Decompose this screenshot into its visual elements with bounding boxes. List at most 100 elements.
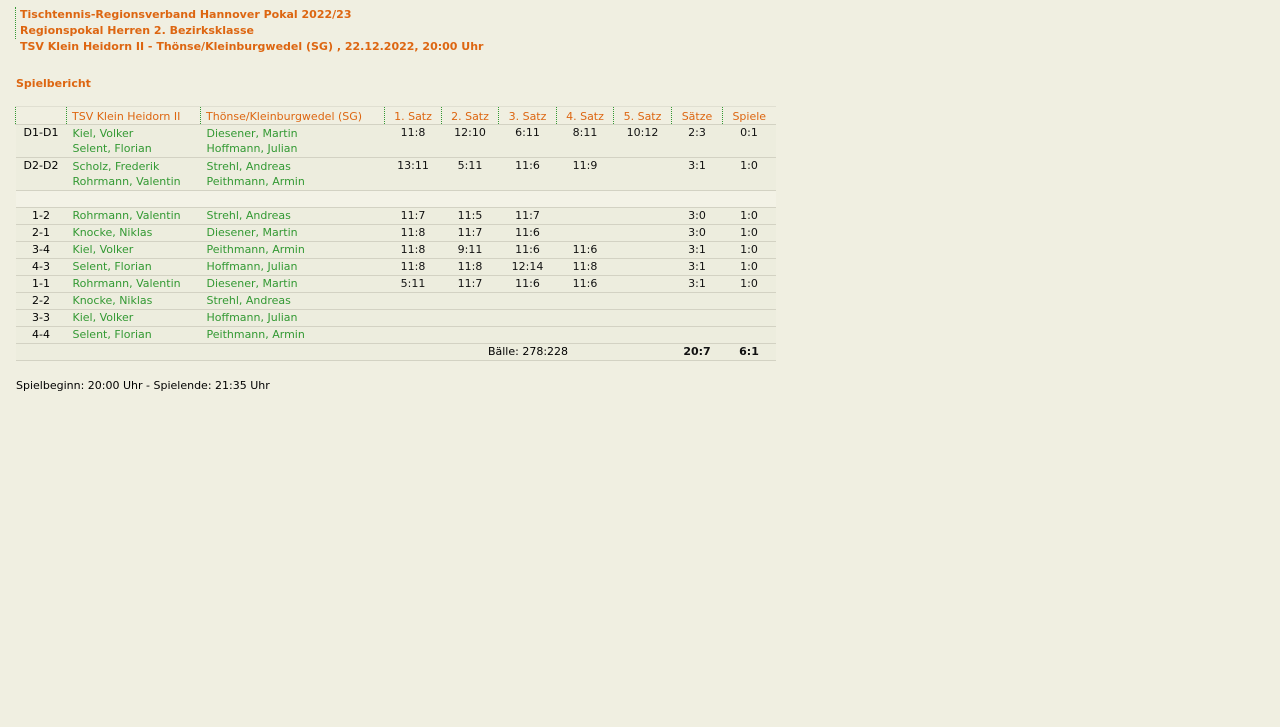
balls-total: Bälle: 278:228 <box>384 343 672 361</box>
player-link[interactable]: Selent, Florian <box>66 326 201 344</box>
set-score <box>384 309 442 327</box>
set-score <box>441 326 499 344</box>
spiele-total: 6:1 <box>722 343 776 361</box>
column-header-set2: 2. Satz <box>441 106 499 125</box>
table-row-single: 4-3 Selent, Florian Hoffmann, Julian 11:… <box>15 258 776 276</box>
set-score <box>613 292 672 310</box>
match-label: D2-D2 <box>15 157 67 191</box>
column-header-set5: 5. Satz <box>613 106 672 125</box>
player-link[interactable]: Rohrmann, Valentin <box>66 275 201 293</box>
competition-subtitle: Regionspokal Herren 2. Bezirksklasse <box>20 24 254 37</box>
set-score: 11:6 <box>556 275 614 293</box>
home-pair-cell: Scholz, Frederik Rohrmann, Valentin <box>66 157 201 191</box>
player-link[interactable]: Knocke, Niklas <box>66 292 201 310</box>
table-row-single: 2-2 Knocke, Niklas Strehl, Andreas <box>15 292 776 310</box>
column-header-set4: 4. Satz <box>556 106 614 125</box>
set-score: 11:8 <box>384 241 442 259</box>
away-pair-cell: Diesener, Martin Hoffmann, Julian <box>200 124 385 158</box>
set-score <box>556 326 614 344</box>
saetze-score: 3:0 <box>671 224 723 242</box>
match-label: 2-2 <box>15 292 67 310</box>
set-score: 11:6 <box>498 241 557 259</box>
summary-row: Bälle: 278:228 20:7 6:1 <box>15 343 776 361</box>
player-link[interactable]: Peithmann, Armin <box>206 175 305 188</box>
home-pair-cell: Kiel, Volker Selent, Florian <box>66 124 201 158</box>
player-link[interactable]: Peithmann, Armin <box>200 326 385 344</box>
player-link[interactable]: Diesener, Martin <box>200 224 385 242</box>
set-score <box>441 309 499 327</box>
saetze-score: 3:0 <box>671 207 723 225</box>
set-score <box>613 258 672 276</box>
set-score <box>613 326 672 344</box>
set-score: 11:6 <box>498 224 557 242</box>
set-score <box>613 157 672 191</box>
column-header-away-team[interactable]: Thönse/Kleinburgwedel (SG) <box>200 106 385 125</box>
match-label: 4-4 <box>15 326 67 344</box>
player-link[interactable]: Diesener, Martin <box>206 127 298 140</box>
set-score: 11:6 <box>498 157 557 191</box>
set-score <box>384 292 442 310</box>
player-link[interactable]: Strehl, Andreas <box>200 292 385 310</box>
match-report-table: TSV Klein Heidorn II Thönse/Kleinburgwed… <box>15 106 776 361</box>
player-link[interactable]: Strehl, Andreas <box>200 207 385 225</box>
set-score: 11:8 <box>441 258 499 276</box>
set-score: 8:11 <box>556 124 614 158</box>
set-score: 11:6 <box>556 241 614 259</box>
saetze-score: 3:1 <box>671 157 723 191</box>
player-link[interactable]: Hoffmann, Julian <box>206 142 298 155</box>
set-score <box>556 292 614 310</box>
spiele-score: 1:0 <box>722 207 776 225</box>
player-link[interactable]: Knocke, Niklas <box>66 224 201 242</box>
set-score <box>498 292 557 310</box>
player-link[interactable]: Rohrmann, Valentin <box>72 175 181 188</box>
player-link[interactable]: Kiel, Volker <box>66 309 201 327</box>
player-link[interactable]: Hoffmann, Julian <box>200 309 385 327</box>
set-score: 11:5 <box>441 207 499 225</box>
player-link[interactable]: Kiel, Volker <box>66 241 201 259</box>
set-score <box>556 224 614 242</box>
set-score <box>613 241 672 259</box>
column-header-set1: 1. Satz <box>384 106 442 125</box>
spiele-score: 0:1 <box>722 124 776 158</box>
away-pair-cell: Strehl, Andreas Peithmann, Armin <box>200 157 385 191</box>
set-score <box>441 292 499 310</box>
set-score: 11:9 <box>556 157 614 191</box>
spiele-score <box>722 326 776 344</box>
set-score: 9:11 <box>441 241 499 259</box>
player-link[interactable]: Kiel, Volker <box>72 127 134 140</box>
player-link[interactable]: Scholz, Frederik <box>72 160 160 173</box>
player-link[interactable]: Peithmann, Armin <box>200 241 385 259</box>
player-link[interactable]: Rohrmann, Valentin <box>66 207 201 225</box>
saetze-score: 2:3 <box>671 124 723 158</box>
player-link[interactable]: Strehl, Andreas <box>206 160 291 173</box>
set-score <box>613 224 672 242</box>
set-score <box>556 309 614 327</box>
table-row-single: 3-4 Kiel, Volker Peithmann, Armin 11:8 9… <box>15 241 776 259</box>
player-link[interactable]: Diesener, Martin <box>200 275 385 293</box>
match-times: Spielbeginn: 20:00 Uhr - Spielende: 21:3… <box>16 379 270 392</box>
column-header-home-team[interactable]: TSV Klein Heidorn II <box>66 106 201 125</box>
set-score: 11:7 <box>441 275 499 293</box>
set-score: 12:10 <box>441 124 499 158</box>
player-link[interactable]: Hoffmann, Julian <box>200 258 385 276</box>
set-score: 11:7 <box>498 207 557 225</box>
player-link[interactable]: Selent, Florian <box>72 142 152 155</box>
set-score <box>613 275 672 293</box>
match-label: 3-3 <box>15 309 67 327</box>
spiele-score: 1:0 <box>722 241 776 259</box>
match-label: 4-3 <box>15 258 67 276</box>
match-label: 1-1 <box>15 275 67 293</box>
match-title: TSV Klein Heidorn II - Thönse/Kleinburgw… <box>20 40 484 53</box>
table-row-doubles-2: D2-D2 Scholz, Frederik Rohrmann, Valenti… <box>15 157 776 191</box>
set-score: 11:8 <box>556 258 614 276</box>
set-score: 10:12 <box>613 124 672 158</box>
player-link[interactable]: Selent, Florian <box>66 258 201 276</box>
table-row-single: 1-1 Rohrmann, Valentin Diesener, Martin … <box>15 275 776 293</box>
set-score: 5:11 <box>441 157 499 191</box>
table-header-row: TSV Klein Heidorn II Thönse/Kleinburgwed… <box>15 106 776 125</box>
set-score: 11:8 <box>384 258 442 276</box>
spiele-score: 1:0 <box>722 275 776 293</box>
saetze-score: 3:1 <box>671 241 723 259</box>
spiele-score: 1:0 <box>722 157 776 191</box>
saetze-score: 3:1 <box>671 258 723 276</box>
